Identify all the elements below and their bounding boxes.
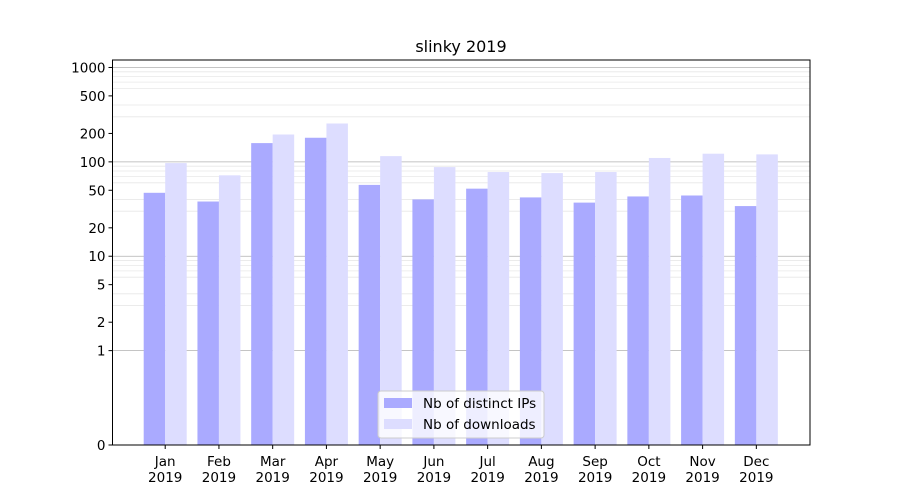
bar-downloads-aug <box>541 173 563 446</box>
bar-distinct-ips-jun <box>412 199 434 445</box>
bar-distinct-ips-feb <box>197 201 219 445</box>
x-tick-label-year: 2019 <box>578 470 612 486</box>
y-tick-label: 200 <box>80 126 106 142</box>
bar-distinct-ips-oct <box>627 196 649 445</box>
y-tick-label: 50 <box>88 183 105 199</box>
x-axis: Jan2019Feb2019Mar2019Apr2019May2019Jun20… <box>148 445 774 486</box>
bar-downloads-dec <box>756 154 778 445</box>
bar-distinct-ips-jul <box>466 188 488 445</box>
bar-downloads-mar <box>272 134 295 445</box>
y-tick-label: 5 <box>97 278 106 294</box>
bar-downloads-jan <box>165 163 187 445</box>
x-tick-label-month: Sep <box>582 454 607 470</box>
legend-swatch-distinct-ips <box>384 398 412 408</box>
y-tick-label: 100 <box>80 155 106 171</box>
bar-distinct-ips-jan <box>143 192 166 445</box>
bar-distinct-ips-apr <box>304 137 327 445</box>
x-tick-label-month: Nov <box>689 454 715 470</box>
y-tick-label: 500 <box>80 89 106 105</box>
x-tick-label-year: 2019 <box>470 470 504 486</box>
bar-distinct-ips-may <box>358 184 381 446</box>
bars <box>143 123 778 446</box>
bar-distinct-ips-aug <box>519 197 542 445</box>
x-tick-label-month: Jun <box>422 454 444 470</box>
legend-label-distinct-ips: Nb of distinct IPs <box>423 396 536 412</box>
bar-downloads-jun <box>433 167 456 445</box>
chart-title: slinky 2019 <box>415 37 506 56</box>
legend-label-downloads: Nb of downloads <box>423 417 536 433</box>
y-tick-label: 20 <box>88 221 105 237</box>
x-tick-label-month: Aug <box>528 454 554 470</box>
x-tick-label-month: May <box>366 454 394 470</box>
legend-box <box>377 390 545 439</box>
y-axis: 0 1 2 5 10 20 50 100 200 500 1000 <box>71 60 113 454</box>
y-tick-label: 0 <box>97 438 106 454</box>
x-tick-label-year: 2019 <box>148 470 182 486</box>
x-tick-label-month: Feb <box>207 454 231 470</box>
bar-downloads-nov <box>702 153 725 445</box>
x-tick-label-year: 2019 <box>256 470 290 486</box>
plot-frame <box>112 59 811 446</box>
bar-downloads-feb <box>218 175 241 446</box>
bar-downloads-jul <box>487 172 510 445</box>
bar-downloads-sep <box>595 172 617 445</box>
bar-distinct-ips-nov <box>681 195 703 445</box>
x-tick-label-year: 2019 <box>685 470 719 486</box>
legend: Nb of distinct IPs Nb of downloads <box>377 390 545 439</box>
bar-distinct-ips-dec <box>734 206 757 445</box>
y-tick-label: 1 <box>97 344 106 360</box>
bar-distinct-ips-sep <box>573 202 596 445</box>
y-tick-label: 1000 <box>71 60 105 76</box>
x-tick-label-year: 2019 <box>309 470 343 486</box>
x-tick-label-year: 2019 <box>524 470 558 486</box>
x-tick-label-year: 2019 <box>202 470 236 486</box>
x-tick-label-month: Jan <box>154 454 176 470</box>
x-tick-label-year: 2019 <box>632 470 666 486</box>
bar-downloads-apr <box>326 123 348 446</box>
x-tick-label-year: 2019 <box>417 470 451 486</box>
y-tick-label: 10 <box>88 249 105 265</box>
x-tick-label-month: Oct <box>637 454 660 470</box>
x-tick-label-year: 2019 <box>739 470 773 486</box>
bar-distinct-ips-mar <box>251 143 273 445</box>
x-tick-label-year: 2019 <box>363 470 397 486</box>
x-tick-label-month: Jul <box>478 454 495 470</box>
x-tick-label-month: Apr <box>315 454 339 470</box>
bar-downloads-oct <box>648 157 671 445</box>
legend-swatch-downloads <box>384 419 412 429</box>
y-tick-label: 2 <box>97 315 106 331</box>
x-tick-label-month: Dec <box>743 454 769 470</box>
x-tick-label-month: Mar <box>260 454 286 470</box>
bar-downloads-may <box>380 156 402 446</box>
